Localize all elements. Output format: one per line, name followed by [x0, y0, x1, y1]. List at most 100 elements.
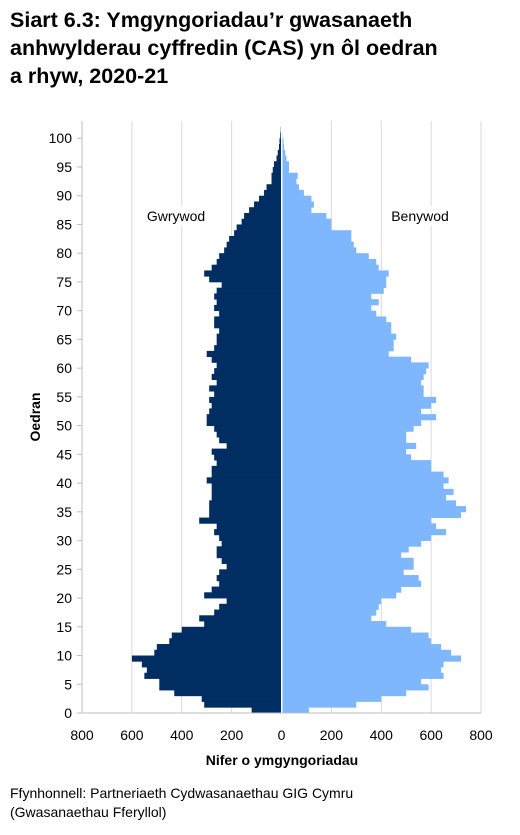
- bar-female: [282, 304, 372, 312]
- bar-female: [282, 281, 387, 289]
- bar-male: [219, 310, 282, 317]
- y-tick-label: 45: [56, 446, 72, 462]
- bar-male: [279, 143, 282, 151]
- bar-female: [282, 368, 427, 375]
- bar-female: [282, 212, 327, 220]
- bar-male: [236, 224, 282, 231]
- bar-female: [282, 333, 397, 340]
- bar-male: [279, 138, 282, 145]
- bar-female: [282, 552, 402, 559]
- y-tick-label: 50: [56, 418, 72, 434]
- bar-male: [211, 483, 282, 490]
- bar-female: [282, 672, 444, 679]
- bar-female: [282, 356, 412, 363]
- bar-male: [276, 155, 282, 162]
- chart-title: Siart 6.3: Ymgyngoriadau’r gwasanaeth an…: [10, 6, 515, 90]
- series-labels: Gwrywod Benywod: [141, 206, 455, 226]
- bar-female: [282, 241, 354, 248]
- bar-male: [226, 241, 282, 248]
- bar-male: [211, 488, 282, 495]
- bar-female: [282, 143, 284, 151]
- bar-female: [282, 155, 287, 162]
- x-tick-label: 200: [320, 727, 344, 743]
- bar-male: [216, 523, 282, 530]
- bar-female: [282, 483, 444, 490]
- bar-female: [282, 287, 384, 294]
- bar-male: [226, 442, 282, 450]
- bar-female: [282, 661, 444, 668]
- bar-female: [282, 178, 297, 185]
- bar-male: [272, 166, 282, 174]
- x-tick-label: 800: [469, 727, 493, 743]
- bar-female: [282, 339, 394, 346]
- bar-female: [282, 454, 412, 461]
- bar-male: [199, 517, 282, 524]
- bar-female: [282, 586, 402, 593]
- x-tick-label: 200: [220, 727, 244, 743]
- bar-male: [219, 437, 282, 444]
- bar-male: [214, 425, 282, 432]
- source-note: Ffynhonnell: Partneriaeth Cydwasanaethau…: [10, 784, 515, 822]
- bar-male: [221, 281, 282, 289]
- bar-male: [214, 391, 282, 398]
- bar-female: [282, 442, 417, 450]
- bar-male: [219, 569, 282, 576]
- bar-female: [282, 316, 387, 323]
- bar-female: [282, 218, 332, 225]
- y-tick-label: 20: [56, 590, 72, 606]
- bar-male: [216, 379, 282, 386]
- bar-male: [159, 684, 282, 691]
- bar-female: [282, 506, 467, 513]
- bar-female: [282, 264, 379, 271]
- bar-male: [211, 356, 282, 363]
- y-tick-label: 70: [56, 303, 72, 319]
- y-tick-label: 35: [56, 504, 72, 520]
- bar-female: [282, 425, 414, 432]
- bar-female: [282, 310, 377, 317]
- x-tick-label: 0: [278, 727, 286, 743]
- bar-female: [282, 350, 389, 358]
- bar-male: [224, 247, 282, 254]
- bar-female: [282, 138, 284, 145]
- bar-male: [216, 258, 282, 266]
- bar-male: [206, 477, 282, 484]
- bar-female: [282, 161, 289, 168]
- bar-male: [216, 552, 282, 559]
- x-tick-label: 800: [70, 727, 94, 743]
- bar-female: [282, 649, 452, 656]
- bar-male: [219, 327, 282, 335]
- y-tick-label: 40: [56, 475, 72, 491]
- bar-female: [282, 678, 422, 685]
- bar-male: [211, 402, 282, 409]
- y-tick-label: 85: [56, 216, 72, 232]
- y-tick-label: 65: [56, 331, 72, 347]
- bar-female: [282, 391, 424, 398]
- bar-male: [234, 230, 282, 237]
- bar-male: [159, 678, 282, 685]
- bar-male: [209, 396, 282, 404]
- chart-title-line: Siart 6.3: Ymgyngoriadau’r gwasanaeth: [10, 8, 413, 32]
- bar-female: [282, 362, 429, 369]
- bar-female: [282, 460, 432, 467]
- bar-male: [209, 500, 282, 507]
- bar-female: [282, 207, 312, 214]
- bar-male: [154, 649, 282, 656]
- bar-female: [282, 615, 372, 622]
- y-tick-label: 0: [64, 705, 72, 721]
- bar-male: [219, 603, 282, 610]
- bar-female: [282, 379, 422, 386]
- bar-female: [282, 230, 352, 237]
- bar-male: [209, 385, 282, 392]
- bar-male: [277, 149, 282, 156]
- bar-male: [209, 408, 282, 415]
- bar-male: [219, 534, 282, 541]
- bar-male: [206, 414, 282, 421]
- y-tick-label: 30: [56, 533, 72, 549]
- y-tick-label: 75: [56, 274, 72, 290]
- label-male-bg: [141, 206, 211, 226]
- y-tick-label: 55: [56, 389, 72, 405]
- bar-female: [282, 276, 387, 283]
- bar-female: [282, 511, 462, 518]
- bar-male: [221, 557, 282, 564]
- bar-male: [219, 253, 282, 260]
